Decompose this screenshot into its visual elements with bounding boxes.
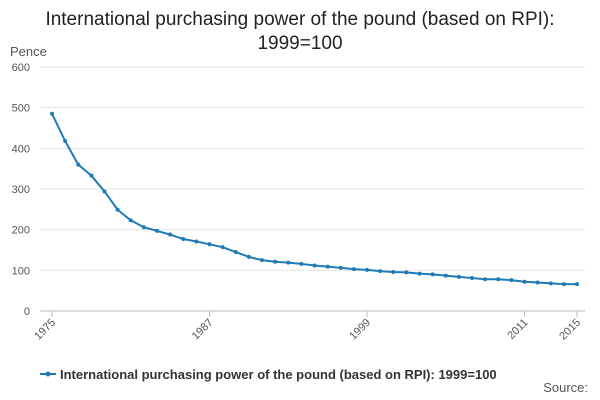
data-point [233,250,238,255]
y-tick-label: 600 [12,62,30,74]
y-tick-label: 0 [24,306,30,318]
data-point [470,276,474,281]
data-point [260,258,264,263]
data-point [365,267,369,272]
x-tick-label: 2011 [505,317,530,342]
data-point [273,259,278,264]
x-tick-label: 1999 [347,317,373,343]
y-tick-label: 500 [12,103,30,115]
data-point [378,269,383,274]
data-point [89,173,94,178]
data-point [338,265,343,270]
data-point [351,267,356,272]
data-point [128,218,133,223]
y-axis-label: Pence [10,44,47,59]
data-point [430,272,435,277]
data-point [325,264,330,269]
data-point [443,273,448,278]
y-tick-label: 300 [12,184,30,196]
data-point [181,237,186,242]
data-point [155,228,159,233]
source: Source: [543,380,588,395]
data-point [286,260,291,265]
data-point [509,278,514,283]
data-point [561,282,566,287]
data-point [548,281,553,286]
data-point [141,225,146,230]
legend-marker [45,371,51,377]
data-point [207,242,212,247]
x-tick-label: 1975 [32,317,58,343]
data-point [115,207,120,212]
y-tick-label: 100 [12,265,30,277]
data-point [63,139,68,144]
x-tick-label: 1987 [190,317,216,343]
data-point [496,277,501,282]
data-point [299,261,304,266]
data-point [483,277,488,282]
data-point [220,245,225,250]
data-point [50,111,54,116]
data-point [76,162,81,167]
data-point [312,263,317,268]
legend-label: International purchasing power of the po… [60,367,497,382]
data-point [456,274,461,279]
data-point [102,189,107,194]
data-point [417,271,422,276]
y-tick-label: 400 [12,143,30,155]
data-point [168,232,173,237]
data-point [535,280,540,285]
data-point [522,279,527,284]
y-tick-label: 200 [12,225,30,237]
chart-title: International purchasing power of the po… [45,9,555,54]
data-point [246,254,251,259]
data-point [575,282,579,287]
data-line [51,113,577,286]
data-point [391,269,396,274]
data-point [194,239,199,244]
data-point [404,270,409,275]
x-tick-label: 2015 [557,317,583,343]
